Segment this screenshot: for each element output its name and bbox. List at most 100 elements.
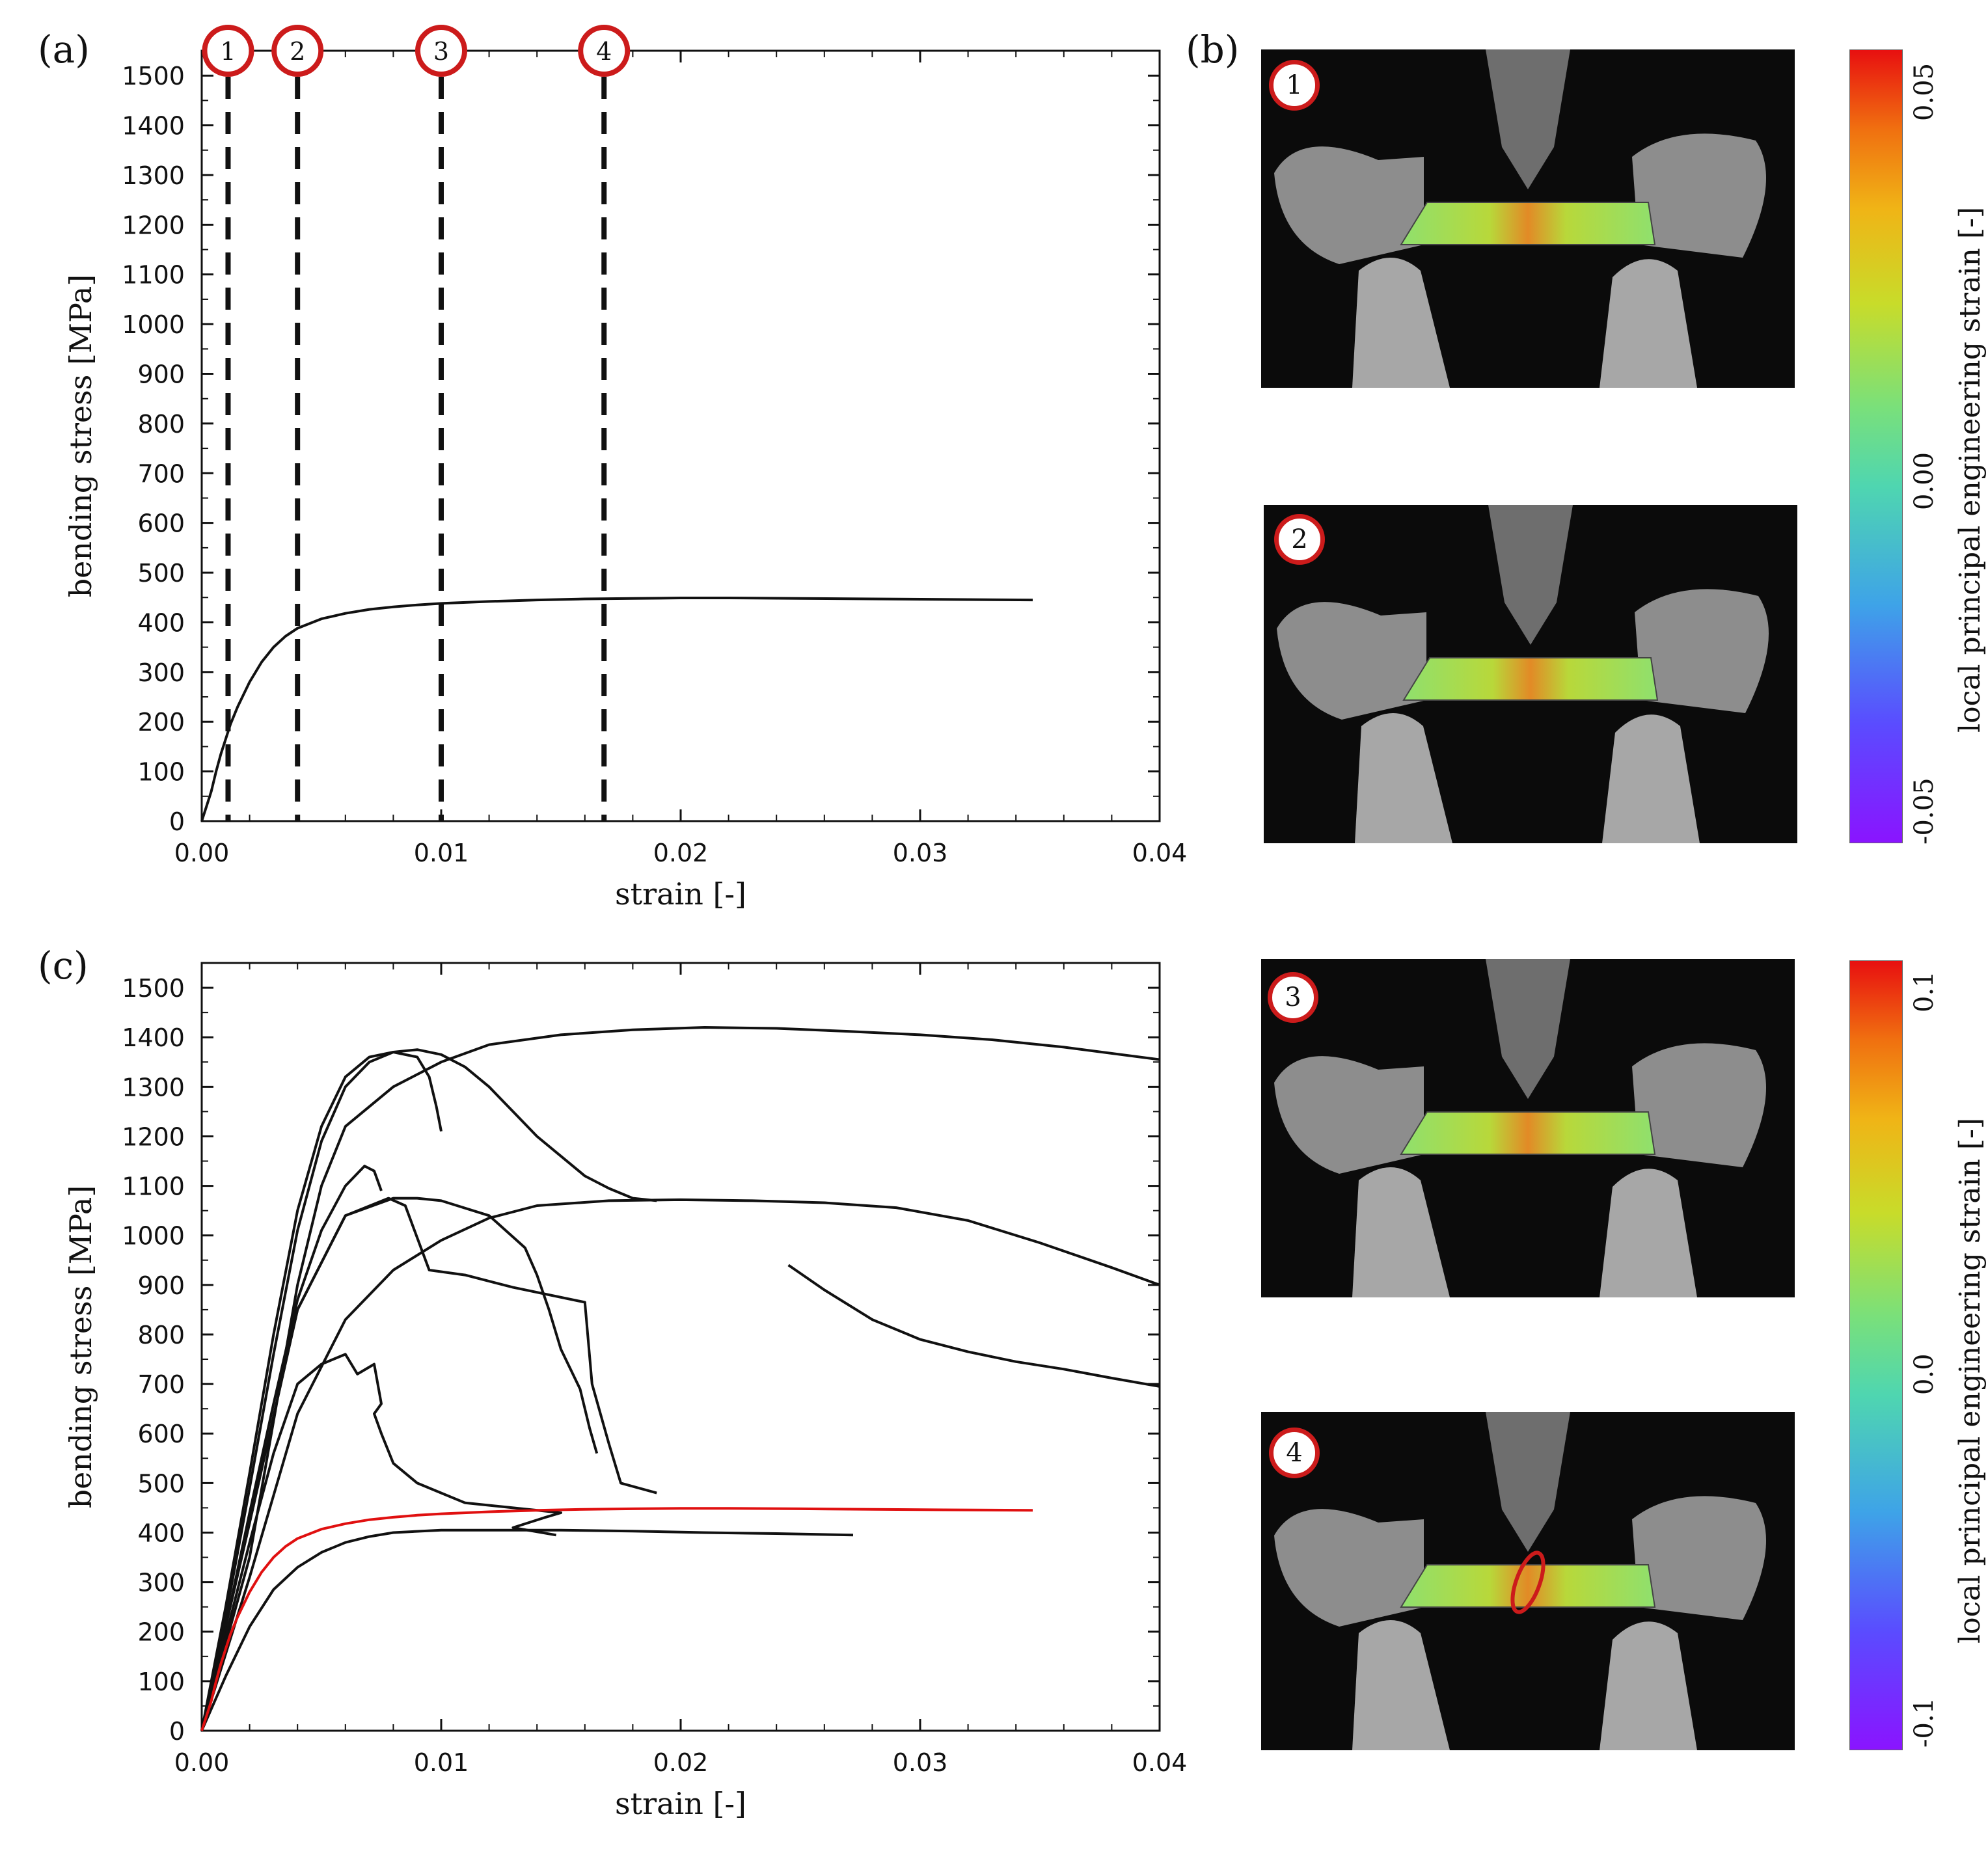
- right-support: [1602, 714, 1700, 843]
- chart-c-xtick-label: 0.04: [1132, 1748, 1188, 1777]
- chart-a-marker-circle-3: [415, 25, 467, 77]
- chart-c-series-specimen-9: [200, 1353, 562, 1731]
- dic-image-4: [1261, 1412, 1795, 1750]
- chart-a-ytick-label: 1400: [122, 112, 185, 141]
- dic-image-4-drawing: [1274, 1412, 1766, 1750]
- chart-a-xtick-label: 0.02: [653, 839, 709, 867]
- chart-a-ytick-label: 900: [137, 360, 185, 389]
- loading-pin: [1486, 1412, 1570, 1552]
- colorbar-top-mid: 0.00: [1909, 452, 1939, 510]
- chart-a-frame: [200, 49, 1161, 822]
- chart-a-marker-circle-1: [202, 25, 254, 77]
- chart-a-ytick-label: 1300: [122, 161, 185, 190]
- chart-a-xlabel: strain [-]: [615, 876, 746, 912]
- dic-image-3-drawing: [1274, 959, 1766, 1297]
- left-grip: [1274, 1509, 1424, 1627]
- left-support: [1352, 1167, 1450, 1297]
- chart-c-series-specimen-3: [200, 1026, 1160, 1731]
- right-grip: [1632, 133, 1766, 258]
- chart-c-xtick-label: 0.02: [653, 1748, 709, 1777]
- chart-c-series-highlighted-specimen: [200, 1507, 1033, 1731]
- loading-pin: [1486, 959, 1570, 1099]
- chart-a-marker-label-1: 1: [220, 37, 236, 66]
- panel-label-b: (b): [1186, 27, 1240, 72]
- chart-a-ytick-label: 300: [137, 658, 185, 687]
- chart-c-ytick-label: 300: [137, 1569, 185, 1597]
- dic-image-2-drawing: [1277, 505, 1769, 843]
- dic-badge-1: 1: [1269, 60, 1320, 111]
- right-support: [1600, 1169, 1697, 1297]
- loading-pin: [1488, 505, 1573, 645]
- chart-c-series-specimen-7: [200, 1198, 1160, 1731]
- dic-badge-4: 4: [1269, 1428, 1320, 1478]
- chart-c-ytick-label: 1500: [122, 974, 185, 1003]
- chart-c-xtick-label: 0.01: [414, 1748, 469, 1777]
- chart-a-ytick-label: 200: [137, 708, 185, 737]
- chart-a-ytick-label: 400: [137, 608, 185, 637]
- chart-c-ytick-label: 800: [137, 1321, 185, 1349]
- chart-a: 0 100 200 300 400 500 600 700 800 900 1000 1100 1200…: [63, 25, 1188, 912]
- chart-c-ytick-label: 1000: [122, 1222, 185, 1251]
- chart-c-ytick-label: 500: [137, 1469, 185, 1498]
- colorbar-top-title: local principal engineering strain [-]: [1954, 206, 1987, 733]
- right-support: [1600, 259, 1697, 388]
- loading-pin: [1486, 49, 1570, 189]
- chart-c-ylabel: bending stress [MPa]: [63, 1185, 98, 1509]
- chart-c-xtick-label: 0.00: [174, 1748, 230, 1777]
- strain-field: [1402, 657, 1659, 701]
- crack-marker-ellipse: [1510, 1550, 1545, 1614]
- chart-c-ytick-label: 200: [137, 1618, 185, 1647]
- chart-a-ytick-label: 100: [137, 758, 185, 787]
- colorbar-bottom-min: -0.1: [1909, 1697, 1939, 1748]
- chart-c-ytick-label: 900: [137, 1271, 185, 1300]
- colorbar-bottom-max: 0.1: [1909, 971, 1939, 1012]
- right-grip: [1632, 1496, 1766, 1620]
- chart-c-series-specimen-6: [200, 1197, 657, 1731]
- chart-c-ytick-label: 400: [137, 1519, 185, 1547]
- chart-a-xtick-label: 0.00: [174, 839, 230, 867]
- chart-a-ytick-label: 500: [137, 559, 185, 588]
- left-grip: [1274, 1056, 1424, 1174]
- chart-a-xtick-label: 0.01: [414, 839, 469, 867]
- chart-c-series-specimen-1: [200, 1051, 443, 1731]
- right-grip: [1635, 589, 1769, 713]
- chart-c-ytick-label: 1100: [122, 1172, 185, 1201]
- chart-a-ytick-label: 1000: [122, 310, 185, 339]
- chart-a-series-stress-strain: [200, 597, 1033, 822]
- chart-a-ytick-label: 700: [137, 459, 185, 488]
- chart-c: 0 100 200 300 400 500 600 700 800 900 1000 1100 1200…: [63, 962, 1188, 1821]
- chart-c-ytick-label: 1400: [122, 1023, 185, 1052]
- chart-c-series-specimen-8: [787, 1264, 1160, 1388]
- left-grip: [1277, 602, 1426, 720]
- chart-a-ytick-label: 1200: [122, 211, 185, 239]
- colorbar-bottom-title: local principal engineering strain [-]: [1954, 1117, 1987, 1644]
- colorbar-top-min: -0.05: [1909, 778, 1939, 845]
- chart-c-ytick-label: 100: [137, 1668, 185, 1696]
- chart-a-marker-label-4: 4: [596, 37, 612, 66]
- chart-a-ytick-label: 1500: [122, 62, 185, 90]
- chart-a-xtick-label: 0.04: [1132, 839, 1188, 867]
- chart-c-xlabel: strain [-]: [615, 1786, 746, 1821]
- dic-badge-3: 3: [1268, 972, 1318, 1023]
- chart-c-series-specimen-2: [200, 1048, 657, 1731]
- colorbar-top-max: 0.05: [1909, 62, 1939, 121]
- strain-field: [1400, 1111, 1656, 1155]
- colorbar-bottom-gradient: [1849, 960, 1903, 1750]
- dic-badge-2: 2: [1274, 514, 1325, 565]
- right-grip: [1632, 1043, 1766, 1167]
- chart-a-marker-label-2: 2: [290, 37, 305, 66]
- chart-c-series-specimen-10: [200, 1528, 854, 1731]
- chart-c-ytick-label: 1200: [122, 1122, 185, 1151]
- chart-a-ytick-label: 800: [137, 410, 185, 439]
- chart-c-ytick-label: 600: [137, 1420, 185, 1448]
- dic-image-2: [1264, 505, 1797, 843]
- dic-image-3: [1261, 959, 1795, 1297]
- colorbar-top-gradient: [1849, 49, 1903, 843]
- chart-c-ytick-label: 1300: [122, 1073, 185, 1102]
- chart-a-ytick-label: 0: [169, 807, 185, 836]
- chart-a-marker-circle-2: [271, 25, 324, 77]
- panel-label-a: (a): [38, 27, 90, 72]
- chart-a-ylabel: bending stress [MPa]: [63, 275, 98, 598]
- left-support: [1355, 713, 1452, 843]
